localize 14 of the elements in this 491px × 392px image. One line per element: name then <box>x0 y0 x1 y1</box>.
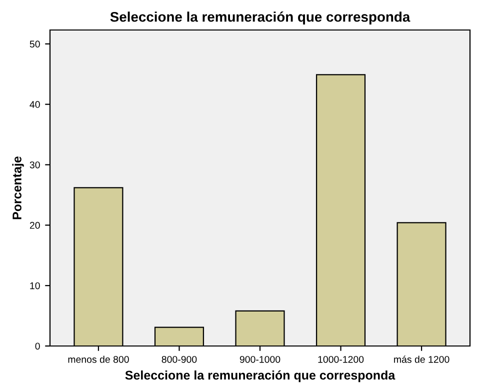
x-tick-label: menos de 800 <box>68 356 129 363</box>
x-tick-label: 1000-1200 <box>318 356 364 363</box>
y-tick-label: 20 <box>30 222 40 229</box>
x-axis-title: Seleccione la remuneración que corresponda <box>125 370 396 382</box>
y-tick-label: 0 <box>35 342 40 350</box>
x-tick-label: más de 1200 <box>394 356 450 363</box>
x-tick-label: 900-1000 <box>240 356 280 363</box>
y-axis-title: Porcentaje <box>12 156 24 220</box>
y-tick-label: 10 <box>30 282 40 290</box>
y-tick-label: 40 <box>30 101 40 108</box>
chart-title: Seleccione la remuneración que corresponda <box>110 11 410 25</box>
y-tick-label: 30 <box>30 161 40 168</box>
y-tick-label: 50 <box>30 40 40 48</box>
x-tick-label: 800-900 <box>162 356 197 363</box>
